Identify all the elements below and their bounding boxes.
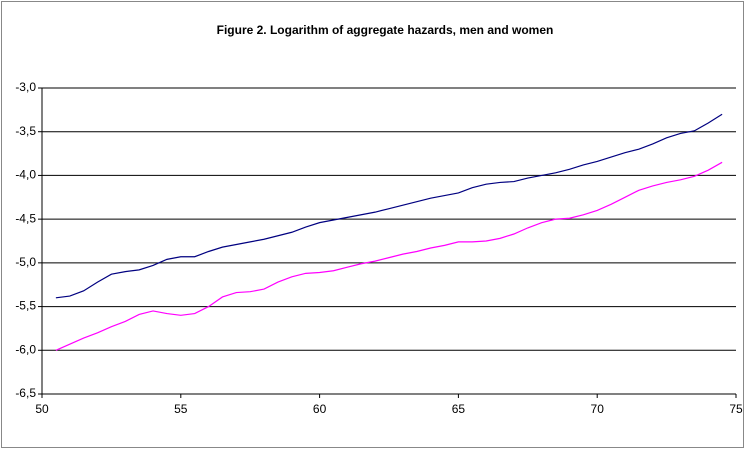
y-tick-label: -4,0 xyxy=(15,168,36,182)
x-tick-label: 75 xyxy=(729,402,743,416)
x-tick-label: 65 xyxy=(452,402,466,416)
y-tick-label: -6,0 xyxy=(15,342,36,356)
x-tick-label: 60 xyxy=(313,402,327,416)
y-tick-label: -3,5 xyxy=(15,124,36,138)
x-tick-label: 50 xyxy=(35,402,49,416)
y-tick-label: -4,5 xyxy=(15,211,36,225)
y-tick-label: -3,0 xyxy=(15,80,36,94)
y-tick-label: -5,5 xyxy=(15,299,36,313)
x-tick-label: 70 xyxy=(591,402,605,416)
y-tick-label: -5,0 xyxy=(15,255,36,269)
x-tick-label: 55 xyxy=(174,402,188,416)
series-line xyxy=(55,161,723,351)
series-line xyxy=(55,113,723,299)
y-tick-label: -6,5 xyxy=(15,386,36,400)
chart-title: Figure 2. Logarithm of aggregate hazards… xyxy=(217,23,554,37)
